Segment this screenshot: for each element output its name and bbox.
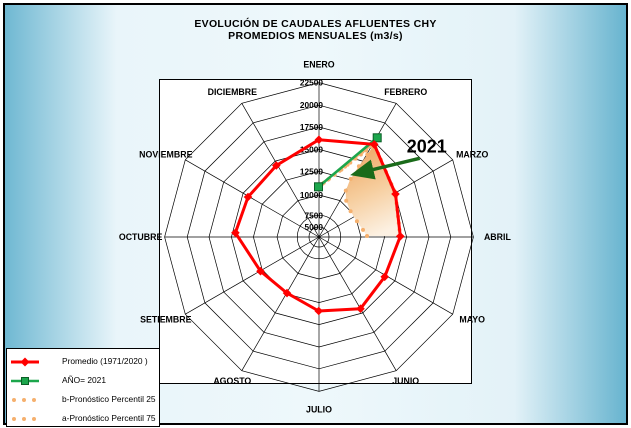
svg-text:20000: 20000 <box>300 100 323 110</box>
svg-text:7500: 7500 <box>305 210 324 220</box>
svg-text:MAYO: MAYO <box>459 315 485 325</box>
svg-text:JUNIO: JUNIO <box>392 376 419 386</box>
svg-text:ENERO: ENERO <box>303 60 334 70</box>
svg-text:22500: 22500 <box>300 78 323 88</box>
svg-text:NOVIEMBRE: NOVIEMBRE <box>139 149 192 159</box>
svg-text:5000: 5000 <box>305 222 324 232</box>
svg-text:AGOSTO: AGOSTO <box>213 376 251 386</box>
svg-text:10000: 10000 <box>300 190 323 200</box>
svg-text:17500: 17500 <box>300 122 323 132</box>
svg-text:JULIO: JULIO <box>306 404 332 414</box>
svg-text:DICIEMBRE: DICIEMBRE <box>208 87 257 97</box>
svg-text:12500: 12500 <box>300 166 323 176</box>
svg-text:MARZO: MARZO <box>456 149 488 159</box>
svg-text:ABRIL: ABRIL <box>484 232 512 242</box>
svg-text:2021: 2021 <box>407 137 447 157</box>
svg-text:SETIEMBRE: SETIEMBRE <box>140 315 191 325</box>
svg-text:FEBRERO: FEBRERO <box>384 87 427 97</box>
svg-text:OCTUBRE: OCTUBRE <box>119 232 163 242</box>
